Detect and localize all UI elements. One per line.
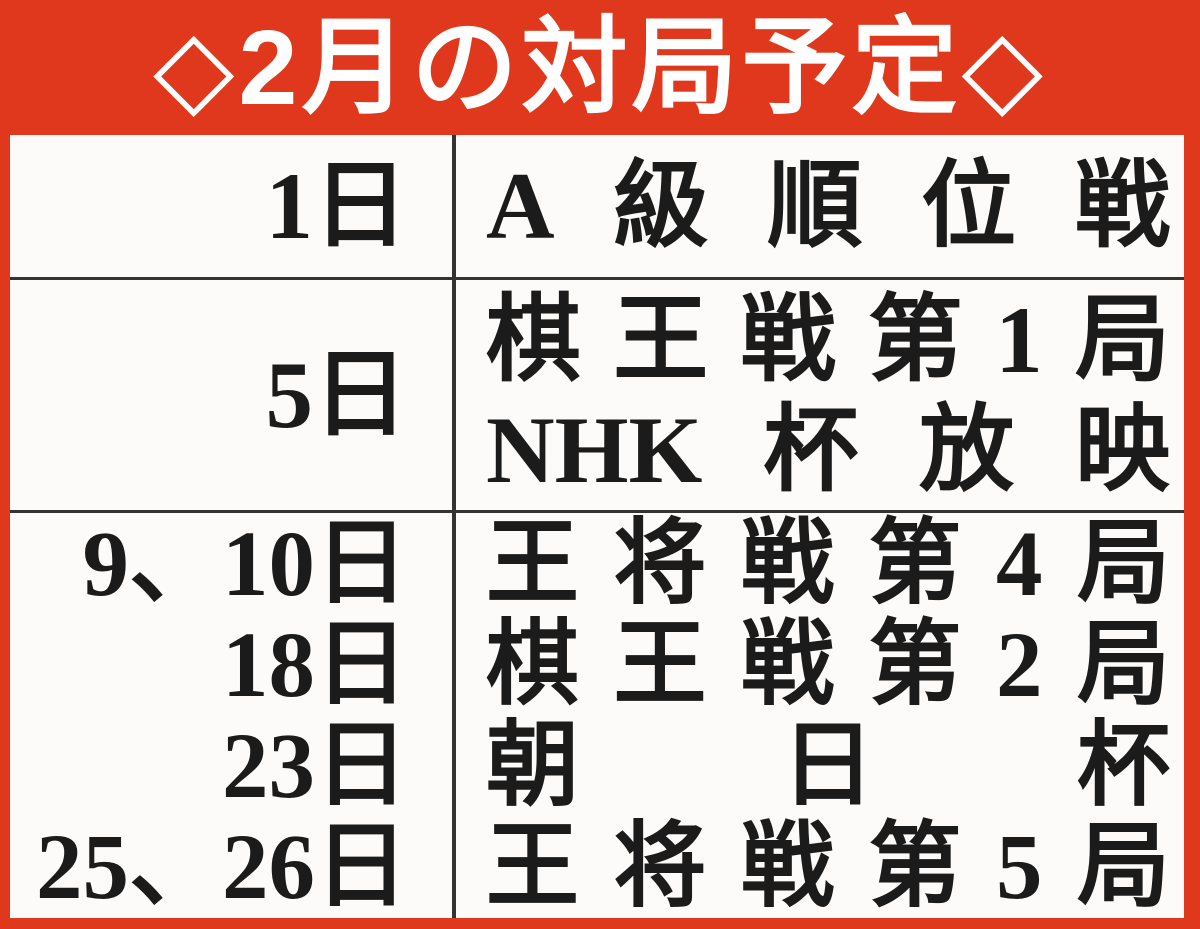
date-label: 25、26日	[36, 815, 408, 919]
date-label: 18日	[222, 613, 408, 717]
date-label: 9、10日	[82, 512, 409, 616]
event-label: 王将戦第4局	[486, 512, 1170, 616]
event-cell: A級順位戦	[456, 135, 1184, 277]
table-row: 1日 A級順位戦	[10, 135, 1184, 277]
date-cell: 9、10日 18日 23日 25、26日	[10, 513, 456, 918]
date-label: 1日	[265, 152, 408, 259]
date-cell: 1日	[10, 135, 456, 277]
date-label: 5日	[265, 342, 408, 448]
event-label: 棋王戦第2局	[486, 613, 1170, 717]
event-label: A級順位戦	[486, 152, 1170, 259]
event-label: 朝日杯	[486, 714, 1170, 818]
schedule-table: 1日 A級順位戦 5日 棋王戦第1局 NHK杯放映 9、10日 18日 23日 …	[10, 135, 1184, 918]
event-cell: 棋王戦第1局 NHK杯放映	[456, 280, 1184, 510]
date-label: 23日	[222, 714, 408, 818]
date-cell: 5日	[10, 280, 456, 510]
event-label: 王将戦第5局	[486, 815, 1170, 919]
table-row: 9、10日 18日 23日 25、26日 王将戦第4局 棋王戦第2局 朝日杯 王…	[10, 510, 1184, 918]
event-cell: 王将戦第4局 棋王戦第2局 朝日杯 王将戦第5局	[456, 513, 1184, 918]
table-row: 5日 棋王戦第1局 NHK杯放映	[10, 277, 1184, 510]
event-label: 棋王戦第1局	[486, 287, 1170, 393]
panel-title: ◇2月の対局予定◇	[153, 8, 1047, 127]
event-label: NHK杯放映	[486, 397, 1170, 503]
panel-header: ◇2月の対局予定◇	[0, 0, 1200, 135]
